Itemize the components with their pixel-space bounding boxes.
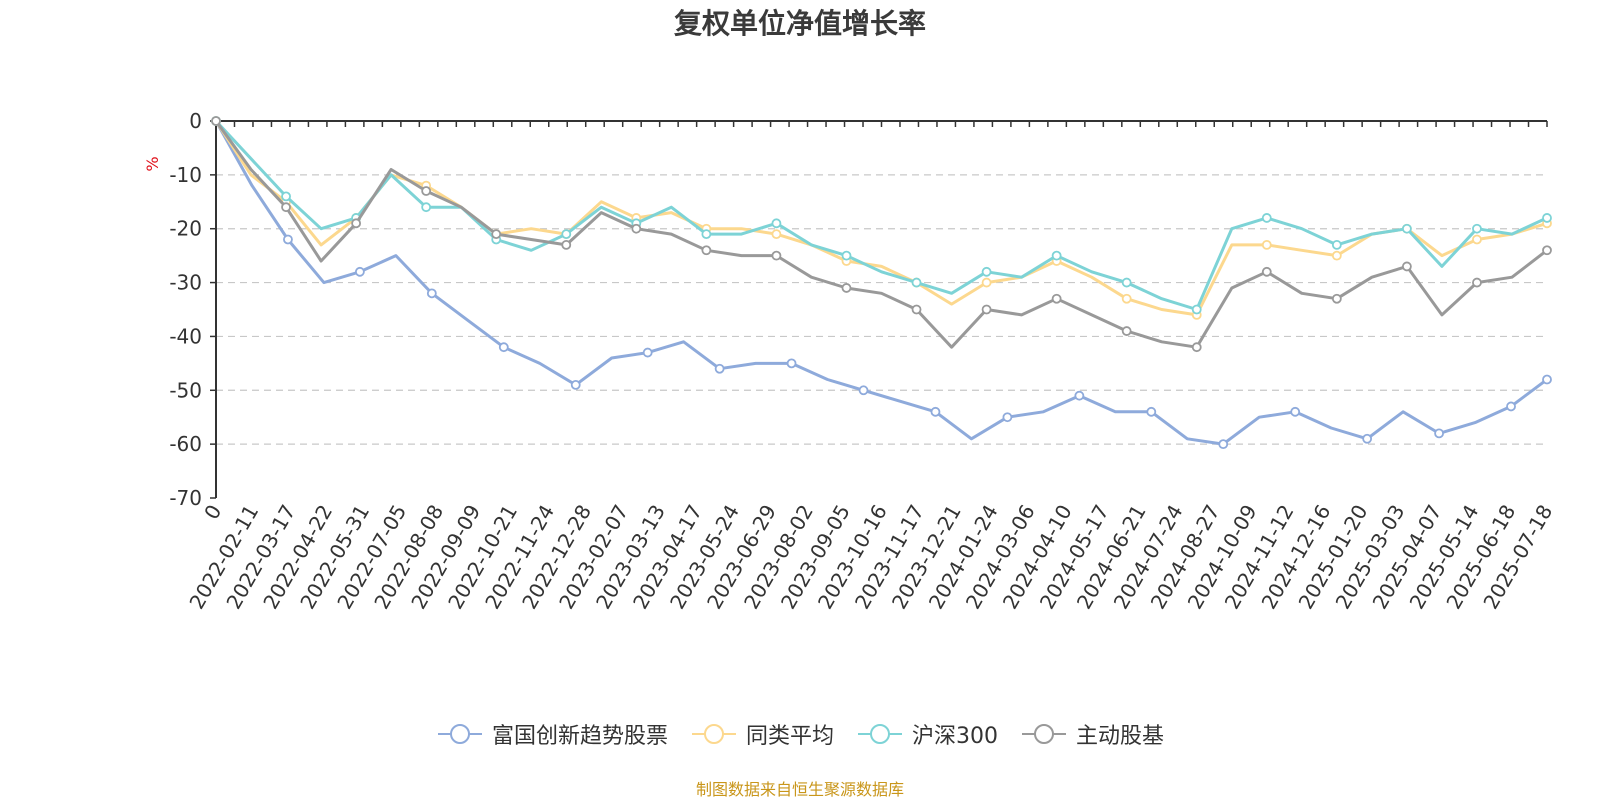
series-point	[1051, 250, 1062, 261]
series-point	[1074, 390, 1085, 401]
series-point	[911, 304, 922, 315]
series-point	[771, 229, 782, 240]
series-point	[771, 250, 782, 261]
y-tick-label: -40	[169, 324, 202, 348]
series-point	[1331, 239, 1342, 250]
series-point	[1121, 326, 1132, 336]
series-line	[214, 120, 1548, 349]
series-point	[1401, 261, 1412, 272]
series-line	[214, 120, 1548, 446]
series-point	[771, 218, 782, 229]
series-point	[1362, 433, 1373, 444]
series-point	[1506, 401, 1516, 412]
legend-label: 同类平均	[745, 724, 834, 749]
series-point	[283, 234, 293, 245]
legend-item[interactable]: 沪深300	[856, 718, 998, 750]
series-point	[211, 116, 221, 126]
series-point	[981, 266, 992, 277]
x-tick-label: 0	[199, 501, 226, 524]
legend-label: 沪深300	[912, 724, 998, 749]
y-tick-label: -50	[169, 378, 202, 402]
legend-item[interactable]: 富国创新趋势股票	[436, 718, 668, 750]
series-point	[841, 283, 852, 293]
series-point	[561, 239, 572, 250]
series-point	[351, 218, 362, 229]
chart-title: 复权单位净值增长率	[673, 7, 926, 40]
data-source-footer: 制图数据来自恒生聚源数据库	[695, 780, 904, 799]
series-point	[1191, 342, 1202, 353]
series-point	[1472, 277, 1482, 288]
series-point	[1542, 245, 1552, 256]
series-point	[631, 223, 642, 234]
series-point	[570, 379, 581, 390]
line-chart: 0-10-20-30-40-50-60-70%02022-02-112022-0…	[143, 109, 1557, 613]
series-point	[491, 229, 502, 240]
series-point	[1472, 223, 1482, 234]
series-point	[1434, 428, 1444, 439]
series-point	[498, 342, 509, 353]
series-point	[1121, 293, 1132, 304]
series-point	[281, 202, 291, 213]
y-tick-label: -20	[169, 217, 202, 241]
legend-marker-icon	[858, 724, 902, 744]
y-axis-label: %	[143, 156, 162, 171]
series-line	[214, 120, 1548, 317]
legend-label: 主动股基	[1076, 724, 1165, 749]
series-point	[281, 191, 291, 202]
series-point	[1261, 266, 1272, 277]
series-point	[354, 266, 365, 277]
legend-label: 富国创新趋势股票	[491, 724, 668, 749]
series-point	[1331, 293, 1342, 304]
y-tick-label: -10	[169, 163, 202, 187]
series-point	[1146, 406, 1157, 417]
series-point	[1218, 439, 1229, 450]
series-point	[421, 186, 432, 196]
series-point	[1191, 304, 1202, 315]
series-point	[1331, 250, 1342, 261]
series-point	[1121, 277, 1132, 288]
series-line	[214, 119, 1548, 311]
series-point	[1261, 239, 1272, 250]
series-point	[426, 288, 437, 299]
series-point	[981, 277, 992, 288]
series-point	[421, 202, 432, 213]
series-point	[858, 385, 869, 396]
series-point	[714, 363, 725, 374]
series-point	[786, 358, 797, 369]
series-point	[841, 250, 852, 261]
series-point	[642, 347, 653, 358]
series-point	[1051, 293, 1062, 304]
series-point	[561, 229, 572, 240]
chart-legend: 富国创新趋势股票 同类平均 沪深300 主动股基	[0, 718, 1600, 750]
series-point	[701, 229, 712, 240]
legend-marker-icon	[691, 724, 736, 744]
series-point	[1261, 213, 1272, 223]
series-point	[1290, 406, 1301, 417]
y-tick-label: 0	[189, 109, 202, 133]
legend-marker-icon	[1022, 724, 1066, 744]
legend-item[interactable]: 同类平均	[690, 718, 834, 750]
series-point	[1542, 213, 1552, 223]
series-point	[701, 245, 712, 256]
legend-marker-icon	[437, 724, 482, 744]
series-point	[1401, 223, 1412, 234]
legend-item[interactable]: 主动股基	[1020, 718, 1164, 750]
series-point	[1472, 234, 1482, 245]
y-tick-label: -70	[169, 486, 202, 510]
series-point	[1542, 374, 1552, 385]
y-tick-label: -60	[169, 432, 202, 456]
series-point	[930, 406, 941, 417]
y-tick-label: -30	[169, 271, 202, 295]
series-point	[911, 277, 922, 288]
series-point	[981, 304, 992, 315]
series-point	[1002, 412, 1013, 423]
